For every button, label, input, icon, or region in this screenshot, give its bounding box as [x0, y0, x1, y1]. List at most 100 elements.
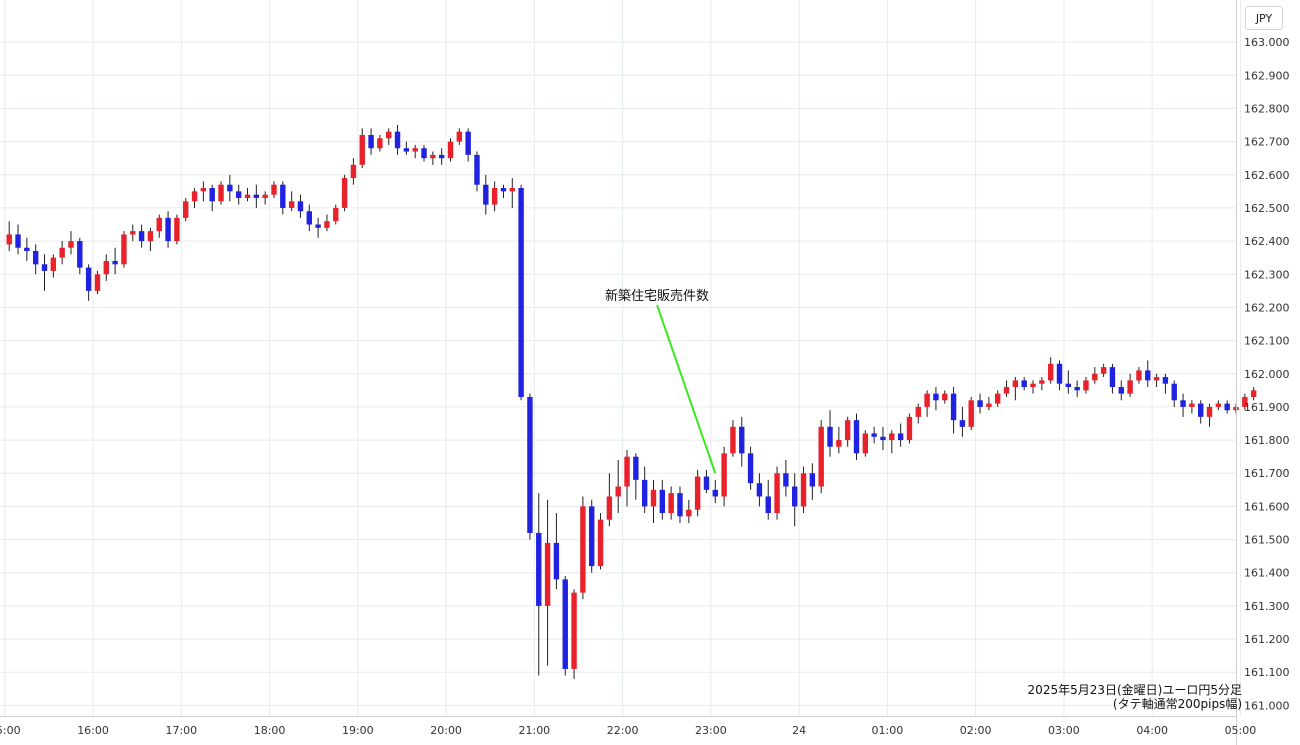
candle-down-body	[280, 184, 286, 208]
candle-down-body	[165, 217, 171, 242]
y-tick-label: 162.800	[1244, 102, 1290, 115]
candle-up-body	[359, 134, 365, 165]
y-tick-label: 162.600	[1244, 169, 1290, 182]
candle-up-body	[844, 420, 851, 441]
candle-down-body	[792, 486, 798, 507]
x-tick-label: 17:00	[165, 724, 197, 737]
candle-up-body	[262, 194, 268, 198]
candle-down-body	[703, 476, 710, 490]
candle-up-body	[968, 400, 974, 427]
candle-up-body	[386, 131, 392, 139]
candle-up-body	[324, 221, 330, 228]
price-axis[interactable]: 161.000 161.100 161.200 161.300 161.400 161.5…	[1236, 0, 1290, 745]
y-tick-label: 162.300	[1244, 268, 1290, 281]
chart-title: 2025年5月23日(金曜日)ユーロ円5分足	[1028, 682, 1242, 697]
x-tick-label: 18:00	[254, 724, 286, 737]
y-tick-label: 161.500	[1244, 534, 1290, 547]
y-tick-label: 161.300	[1244, 600, 1290, 613]
candle-down-body	[15, 234, 21, 248]
annotation-line	[656, 304, 717, 474]
candle-up-body	[174, 217, 180, 242]
y-tick-label: 161.900	[1244, 401, 1290, 414]
x-tick-label: 16:00	[77, 724, 109, 737]
candle-up-body	[668, 493, 674, 514]
candle-down-body	[421, 148, 427, 159]
candle-down-body	[518, 188, 524, 397]
candle-up-body	[686, 509, 692, 517]
candle-up-body	[1092, 373, 1098, 381]
candle-up-body	[624, 456, 630, 487]
y-tick-label: 162.100	[1244, 335, 1290, 348]
candle-down-body	[536, 532, 542, 606]
candle-down-body	[1065, 383, 1072, 388]
candle-down-body	[933, 393, 939, 401]
candle-up-body	[68, 241, 74, 248]
candle-up-body	[721, 453, 727, 497]
candle-down-body	[1056, 363, 1063, 384]
candle-down-body	[32, 251, 39, 265]
candle-up-body	[412, 148, 418, 152]
candle-down-body	[1021, 380, 1027, 388]
candle-up-body	[1136, 370, 1142, 381]
candle-down-body	[500, 188, 507, 192]
candle-down-body	[659, 489, 666, 514]
x-tick-label: 19:00	[342, 724, 374, 737]
candle-up-body	[94, 274, 101, 291]
candle-up-body	[650, 489, 657, 507]
candle-up-body	[730, 426, 736, 454]
candle-down-body	[712, 489, 718, 497]
candle-down-body	[527, 396, 533, 533]
y-tick-label: 162.500	[1244, 202, 1290, 215]
candle-up-body	[580, 506, 586, 593]
candle-up-body	[183, 201, 189, 218]
candle-up-body	[774, 473, 780, 514]
candle-down-body	[1145, 370, 1151, 381]
y-tick-label: 161.100	[1244, 666, 1290, 679]
candle-up-body	[288, 201, 295, 208]
y-tick-label: 162.200	[1244, 301, 1290, 314]
candle-down-body	[827, 426, 833, 447]
candle-down-body	[306, 211, 312, 225]
candle-down-body	[553, 542, 560, 580]
candle-down-body	[403, 148, 410, 152]
candle-up-body	[606, 496, 613, 520]
candle-up-body	[6, 234, 12, 245]
x-tick-label: 05:00	[1225, 724, 1257, 737]
candle-down-body	[897, 433, 904, 441]
candle-up-body	[156, 217, 162, 232]
y-tick-label: 162.400	[1244, 235, 1290, 248]
candle-down-body	[1180, 400, 1186, 407]
candle-down-body	[24, 247, 30, 252]
candle-down-body	[465, 131, 471, 155]
y-tick-label: 162.700	[1244, 136, 1290, 149]
candle-down-body	[871, 433, 877, 437]
candle-down-body	[1171, 383, 1177, 401]
annotation-label: 新築住宅販売件数	[605, 288, 709, 304]
candle-up-body	[995, 393, 1001, 404]
candle-down-body	[977, 400, 983, 407]
candle-down-body	[368, 134, 374, 149]
candle-down-body	[562, 579, 568, 669]
y-tick-label: 161.700	[1244, 467, 1290, 480]
candle-down-body	[765, 496, 771, 514]
candle-up-body	[377, 138, 383, 149]
candle-up-body	[333, 207, 339, 222]
candle-down-body	[1224, 403, 1230, 411]
candle-up-body	[341, 178, 348, 208]
time-axis[interactable]: 15:00 16:00 17:00 18:00 19:00 20:00 21:00 22:00…	[0, 716, 1257, 738]
candle-up-body	[1153, 377, 1160, 381]
x-tick-label: 22:00	[607, 724, 639, 737]
currency-label[interactable]: JPY	[1245, 6, 1283, 30]
candle-up-body	[350, 164, 357, 179]
candle-up-body	[986, 403, 992, 407]
candle-up-body	[271, 184, 277, 195]
candle-down-body	[85, 267, 92, 291]
candle-up-body	[906, 416, 913, 441]
candle-up-body	[130, 231, 136, 235]
candle-down-body	[77, 241, 83, 268]
chart-grid	[0, 0, 1241, 716]
x-tick-label: 01:00	[872, 724, 904, 737]
candle-up-body	[1012, 380, 1019, 388]
candle-down-body	[474, 154, 480, 185]
